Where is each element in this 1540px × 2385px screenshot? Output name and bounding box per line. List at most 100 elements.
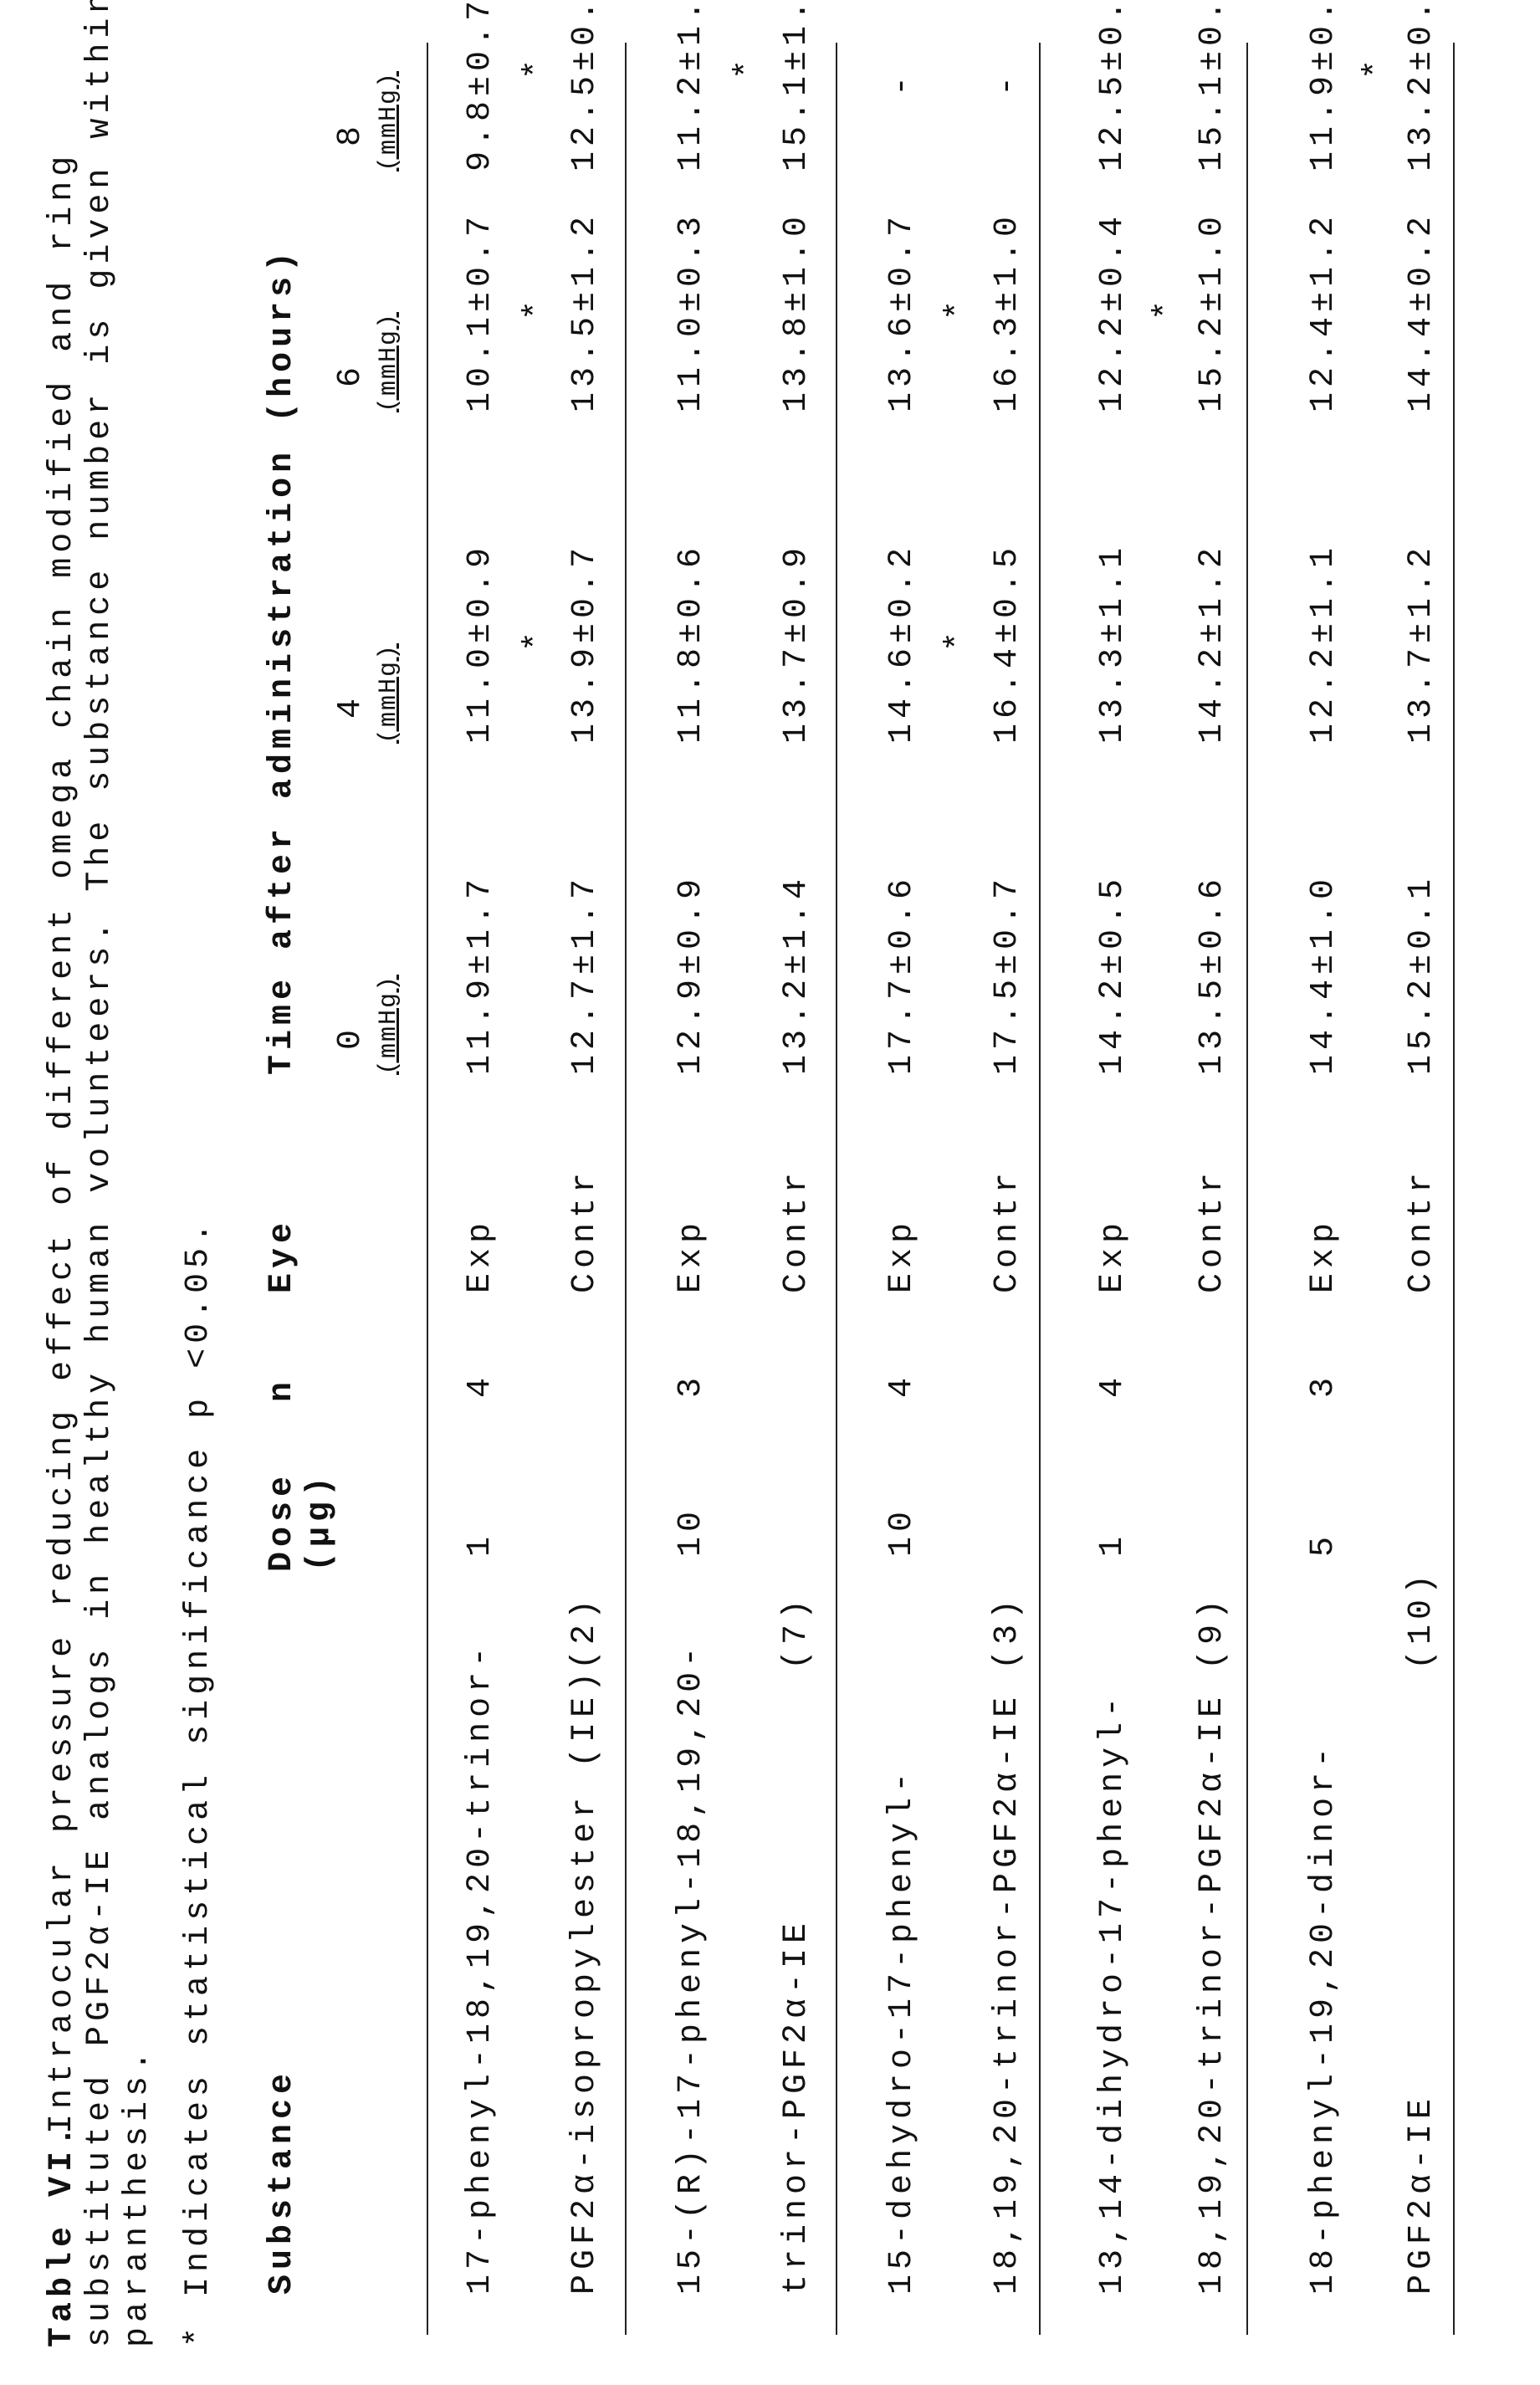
iop-value-4h: 13.7±1.2 — [1405, 543, 1439, 744]
substance-name: 18-phenyl-19,20-dinor- — [1307, 1743, 1341, 2295]
caption-line-3: paranthesis. — [121, 2046, 155, 2347]
iop-value-6h: 11.0±0.3 — [675, 212, 709, 412]
eye-value: Contr — [569, 1168, 602, 1293]
dose-value: 10 — [886, 1507, 919, 1557]
group-separator — [625, 43, 627, 2335]
header-time-0: 0 — [335, 1025, 368, 1050]
dose-value: 1 — [464, 1532, 498, 1557]
iop-value-6h: 15.2±1.0 — [1196, 212, 1230, 412]
iop-value-8h: 11.2±1.3 — [675, 0, 709, 171]
iop-value-4h: 12.2±1.1 — [1307, 543, 1341, 744]
significance-asterisk: * — [521, 627, 555, 652]
iop-value-4h: 14.2±1.2 — [1196, 543, 1230, 744]
significance-asterisk: * — [1151, 295, 1184, 320]
iop-value-6h: 12.4±1.2 — [1307, 212, 1341, 412]
group-separator — [1453, 43, 1455, 2335]
iop-value-0h: 11.9±1.7 — [464, 874, 498, 1075]
iop-value-0h: 14.4±1.0 — [1307, 874, 1341, 1075]
iop-value-8h: - — [886, 71, 919, 96]
iop-value-4h: 13.3±1.1 — [1097, 543, 1130, 744]
dose-value: 1 — [1097, 1532, 1130, 1557]
significance-asterisk: * — [521, 295, 555, 320]
eye-value: Exp — [886, 1218, 919, 1293]
group-separator — [836, 43, 837, 2335]
substance-name: PGF2α-isopropylester (IE) — [569, 1667, 602, 2295]
iop-value-8h: 12.5±0.7 — [569, 0, 602, 171]
iop-value-4h: 14.6±0.2 — [886, 543, 919, 744]
significance-asterisk: * — [732, 54, 765, 79]
iop-value-0h: 13.2±1.4 — [780, 874, 814, 1075]
iop-value-6h: 12.2±0.4 — [1097, 212, 1130, 412]
header-time-1: 4 — [335, 693, 368, 719]
iop-value-0h: 14.2±0.5 — [1097, 874, 1130, 1075]
header-unit-0: (mmHg) — [376, 975, 402, 1075]
substance-number: (3) — [991, 1594, 1025, 1670]
iop-value-8h: 15.1±1.3 — [780, 0, 814, 171]
iop-value-0h: 12.9±0.9 — [675, 874, 709, 1075]
substance-name: 17-phenyl-18,19,20-trinor- — [464, 1642, 498, 2295]
iop-value-8h: 15.1±0.7 — [1196, 0, 1230, 171]
iop-value-6h: 14.4±0.2 — [1405, 212, 1439, 412]
n-value: 4 — [464, 1373, 498, 1398]
substance-name: trinor-PGF2α-IE — [780, 1918, 814, 2295]
substance-number: (7) — [780, 1594, 814, 1670]
significance-asterisk: * — [943, 627, 976, 652]
substance-name: 15-(R)-17-phenyl-18,19,20- — [675, 1642, 709, 2295]
n-value: 4 — [1097, 1373, 1130, 1398]
header-eye: Eye — [266, 1218, 299, 1293]
caption-label: Table VI. — [46, 2121, 79, 2347]
iop-value-0h: 17.5±0.7 — [991, 874, 1025, 1075]
header-time: Time after administration (hours) — [266, 247, 299, 1075]
substance-name: PGF2α-IE — [1405, 2094, 1439, 2295]
eye-value: Exp — [464, 1218, 498, 1293]
substance-name: 18,19,20-trinor-PGF2α-IE — [991, 1692, 1025, 2295]
eye-value: Contr — [780, 1168, 814, 1293]
header-unit-1: (mmHg) — [376, 643, 402, 744]
n-value: 4 — [886, 1373, 919, 1398]
iop-value-4h: 11.0±0.9 — [464, 543, 498, 744]
eye-value: Contr — [991, 1168, 1025, 1293]
dose-value: 10 — [675, 1507, 709, 1557]
group-separator — [1246, 43, 1248, 2335]
caption-line-1: Intraocular pressure reducing effect of … — [46, 151, 79, 2134]
substance-number: (2) — [569, 1594, 602, 1670]
eye-value: Exp — [1097, 1218, 1130, 1293]
iop-value-6h: 13.8±1.0 — [780, 212, 814, 412]
group-separator — [1039, 43, 1041, 2335]
n-value: 3 — [675, 1373, 709, 1398]
iop-value-8h: - — [991, 71, 1025, 96]
eye-value: Contr — [1196, 1168, 1230, 1293]
iop-value-6h: 13.6±0.7 — [886, 212, 919, 412]
header-dose-unit: (µg) — [304, 1471, 337, 1572]
substance-name: 13,14-dihydro-17-phenyl- — [1097, 1692, 1130, 2295]
substance-name: 15-dehydro-17-phenyl- — [886, 1768, 919, 2295]
substance-number: (9) — [1196, 1594, 1230, 1670]
header-rule — [427, 43, 428, 2335]
header-unit-2: (mmHg) — [376, 312, 402, 412]
iop-value-4h: 13.7±0.9 — [780, 543, 814, 744]
header-dose: Dose — [266, 1471, 299, 1572]
iop-value-8h: 12.5±0.9 — [1097, 0, 1130, 171]
iop-value-0h: 17.7±0.6 — [886, 874, 919, 1075]
iop-value-4h: 13.9±0.7 — [569, 543, 602, 744]
iop-value-8h: 9.8±0.7 — [464, 0, 498, 171]
iop-value-0h: 12.7±1.7 — [569, 874, 602, 1075]
substance-number: (10) — [1405, 1569, 1439, 1670]
header-unit-3: (mmHg) — [376, 71, 402, 171]
iop-value-4h: 11.8±0.6 — [675, 543, 709, 744]
dose-value: 5 — [1307, 1532, 1341, 1557]
header-time-2: 6 — [335, 362, 368, 387]
substance-name: 18,19,20-trinor-PGF2α-IE — [1196, 1692, 1230, 2295]
header-time-3: 8 — [335, 121, 368, 146]
iop-value-6h: 13.5±1.2 — [569, 212, 602, 412]
iop-value-6h: 10.1±0.7 — [464, 212, 498, 412]
iop-value-0h: 13.5±0.6 — [1196, 874, 1230, 1075]
eye-value: Contr — [1405, 1168, 1439, 1293]
iop-value-4h: 16.4±0.5 — [991, 543, 1025, 744]
significance-asterisk: * — [521, 54, 555, 79]
iop-value-0h: 15.2±0.1 — [1405, 874, 1439, 1075]
significance-asterisk: * — [943, 295, 976, 320]
header-substance: Substance — [266, 2069, 299, 2295]
caption-line-2: substituted PGF2α-IE analogs in healthy … — [84, 0, 117, 2347]
eye-value: Exp — [1307, 1218, 1341, 1293]
